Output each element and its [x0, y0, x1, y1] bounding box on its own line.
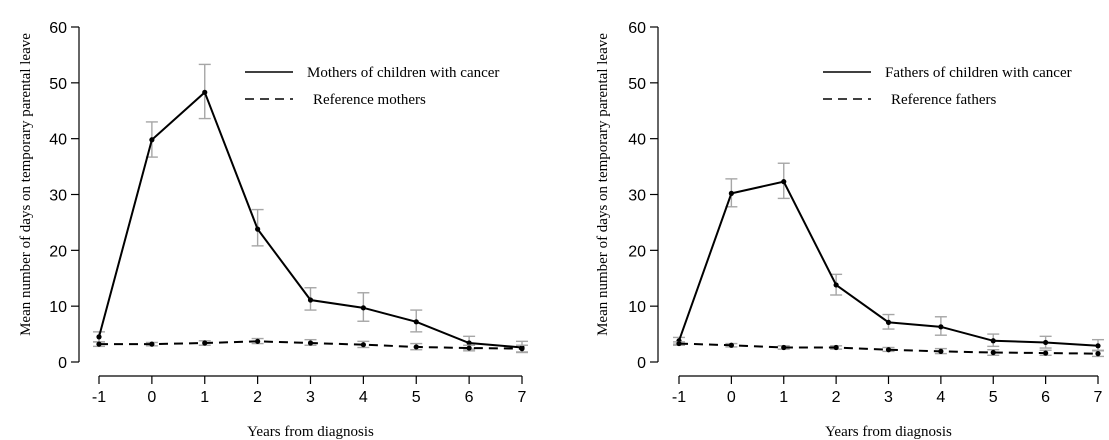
y-axis-title: Mean number of days on temporary parenta… — [18, 33, 34, 336]
data-point — [413, 319, 419, 325]
y-tick-label: 0 — [58, 355, 67, 372]
data-point — [833, 282, 839, 288]
x-tick-label: 4 — [936, 389, 945, 406]
y-tick-label: 50 — [49, 76, 67, 93]
data-point — [990, 338, 996, 344]
data-point — [781, 179, 787, 185]
data-point — [676, 340, 682, 347]
data-point — [466, 345, 472, 351]
data-point — [1043, 339, 1049, 346]
x-tick-label: -1 — [92, 389, 106, 406]
legend: Mothers of children with cancer Reference… — [245, 65, 499, 108]
x-tick-label: 1 — [200, 389, 209, 406]
data-point — [149, 341, 155, 347]
legend-label: Fathers of children with cancer — [885, 65, 1072, 81]
series-reference — [673, 340, 1104, 358]
data-point — [519, 346, 525, 352]
x-tick-label: 5 — [412, 389, 421, 406]
x-tick-label: 2 — [253, 389, 262, 406]
y-tick-label: 20 — [628, 243, 646, 260]
data-point — [1095, 343, 1101, 349]
data-point — [1043, 350, 1049, 356]
y-tick-label: 10 — [49, 299, 67, 316]
x-tick-label: 4 — [359, 389, 368, 406]
data-point — [96, 341, 102, 347]
series-line — [678, 342, 1099, 355]
x-tick-label: 5 — [989, 389, 998, 406]
x-tick-label: 0 — [147, 389, 156, 406]
legend-label: Mothers of children with cancer — [307, 65, 499, 81]
data-point — [728, 342, 734, 348]
data-point — [96, 334, 102, 340]
data-point — [307, 297, 314, 303]
data-point — [149, 137, 155, 143]
series-cancer — [673, 162, 1104, 352]
y-tick-label: 60 — [628, 20, 646, 37]
y-tick-label: 0 — [637, 355, 646, 372]
data-point — [360, 342, 366, 348]
data-point — [781, 344, 787, 351]
x-tick-label: 3 — [306, 389, 315, 406]
legend-label: Reference fathers — [891, 92, 997, 108]
x-tick-label: 6 — [465, 389, 474, 406]
x-tick-label: 3 — [884, 389, 893, 406]
x-tick-label: 1 — [779, 389, 788, 406]
legend-label: Reference mothers — [313, 92, 426, 108]
y-tick-label: 50 — [628, 76, 646, 93]
data-point — [360, 305, 366, 311]
x-tick-label: 7 — [518, 389, 527, 406]
data-point — [990, 349, 996, 356]
data-point — [255, 226, 261, 232]
y-tick-label: 20 — [49, 243, 67, 260]
data-point — [413, 344, 419, 350]
data-point — [885, 347, 892, 353]
chart-mothers: 0 10 20 30 40 50 60 -1 0 1 2 3 4 5 6 7 Years from diagno… — [18, 20, 528, 440]
data-point — [466, 340, 472, 346]
y-tick-label: 30 — [628, 188, 646, 205]
y-tick-label: 40 — [49, 132, 67, 149]
data-point — [1095, 351, 1101, 357]
legend: Fathers of children with cancer Reference… — [823, 65, 1072, 108]
data-point — [202, 89, 208, 95]
data-point — [885, 319, 892, 325]
data-point — [255, 338, 261, 344]
y-tick-label: 60 — [49, 20, 67, 37]
x-tick-label: 0 — [727, 389, 736, 406]
data-point — [938, 348, 944, 354]
y-tick-label: 10 — [628, 299, 646, 316]
y-tick-label: 30 — [49, 188, 67, 205]
x-tick-label: -1 — [672, 389, 686, 406]
x-tick-label: 2 — [832, 389, 841, 406]
series-reference — [93, 337, 528, 353]
x-axis-title: Years from diagnosis — [825, 424, 952, 440]
chart-fathers: 0 10 20 30 40 50 60 -1 0 1 2 3 4 5 6 7 Years from diagno… — [595, 20, 1104, 440]
x-axis-title: Years from diagnosis — [247, 424, 374, 440]
data-point — [728, 190, 734, 196]
series-cancer — [93, 63, 528, 354]
data-point — [307, 340, 314, 346]
x-tick-label: 6 — [1041, 389, 1050, 406]
y-axis-title: Mean number of days on temporary parenta… — [595, 33, 611, 336]
y-tick-label: 40 — [628, 132, 646, 149]
data-point — [938, 324, 944, 330]
data-point — [202, 340, 208, 346]
x-tick-label: 7 — [1094, 389, 1103, 406]
data-point — [833, 344, 839, 351]
